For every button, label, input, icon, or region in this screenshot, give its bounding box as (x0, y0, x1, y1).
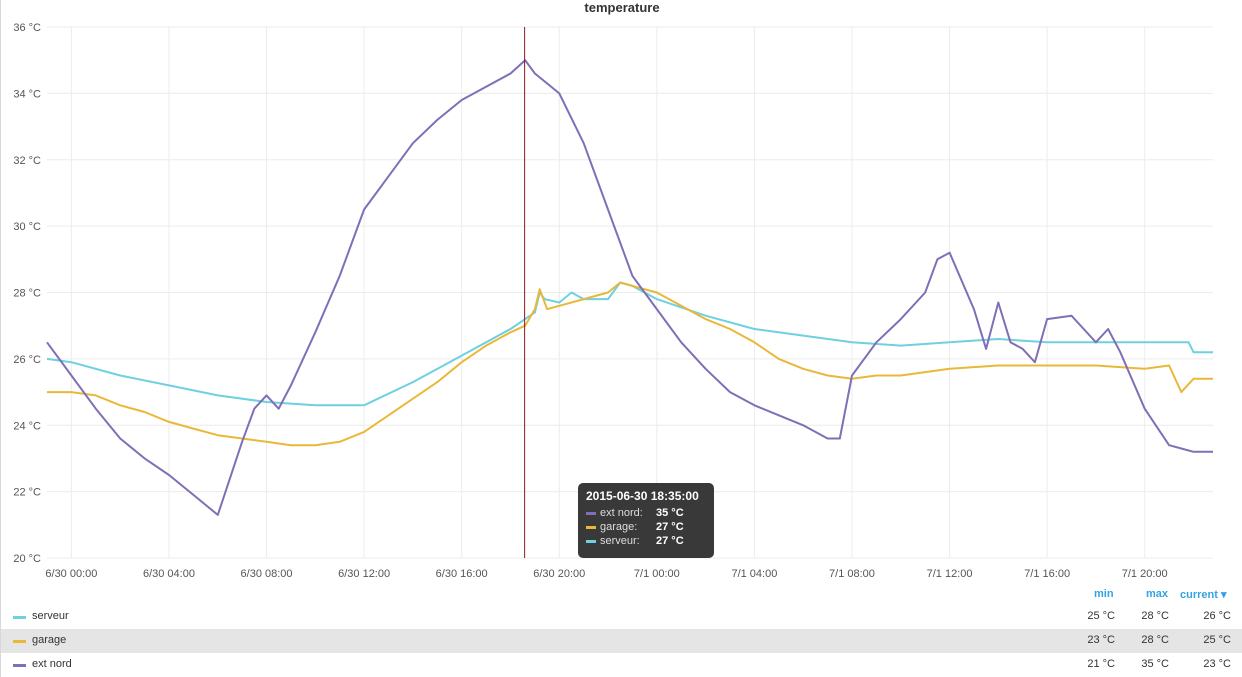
legend-min-value: 21 °C (1087, 658, 1115, 670)
tooltip-row: serveur: 27 °C (586, 534, 706, 548)
y-tick-label: 36 °C (13, 22, 41, 34)
hover-tooltip: 2015-06-30 18:35:00 ext nord: 35 °C gara… (578, 483, 714, 558)
x-tick-label: 7/1 00:00 (634, 568, 680, 580)
legend-min-value: 23 °C (1087, 634, 1115, 646)
series-line-garage (47, 281, 1213, 447)
legend-header-current[interactable]: current ▾ (1180, 589, 1227, 601)
series-swatch-icon (586, 525, 596, 529)
legend-max-value: 28 °C (1141, 610, 1169, 622)
legend-series-name[interactable]: serveur (32, 610, 69, 622)
legend-min-value: 25 °C (1087, 610, 1115, 622)
x-tick-label: 6/30 16:00 (436, 568, 488, 580)
y-tick-label: 32 °C (13, 155, 41, 167)
y-tick-label: 22 °C (13, 487, 41, 499)
temperature-chart[interactable]: 20 °C 22 °C 24 °C 26 °C 28 °C 30 °C 32 °C 34 °C… (1, 0, 1242, 590)
x-tick-label: 6/30 08:00 (241, 568, 293, 580)
legend-current-value: 25 °C (1203, 634, 1231, 646)
tooltip-series-value: 27 °C (656, 521, 684, 533)
legend-max-value: 35 °C (1141, 658, 1169, 670)
legend-header-max[interactable]: max (1146, 588, 1169, 600)
legend-current-value: 26 °C (1203, 610, 1231, 622)
panel-title[interactable]: temperature (584, 0, 660, 15)
tooltip-row: garage: 27 °C (586, 520, 706, 534)
legend-row-garage[interactable]: garage 23 °C 28 °C 25 °C (1, 629, 1242, 653)
y-tick-label: 26 °C (13, 354, 41, 366)
x-tick-label: 6/30 00:00 (45, 568, 97, 580)
y-tick-label: 24 °C (13, 420, 41, 432)
x-tick-label: 6/30 04:00 (143, 568, 195, 580)
y-tick-label: 20 °C (13, 553, 41, 565)
tooltip-series-value: 35 °C (656, 507, 684, 519)
tooltip-series-name: serveur: (600, 535, 640, 547)
legend-header-min[interactable]: min (1094, 588, 1114, 600)
series-swatch-icon[interactable] (13, 640, 26, 643)
x-tick-label: 7/1 16:00 (1024, 568, 1070, 580)
legend-current-value: 23 °C (1203, 658, 1231, 670)
legend-row-serveur[interactable]: serveur 25 °C 28 °C 26 °C (1, 605, 1242, 629)
tooltip-series-value: 27 °C (656, 535, 684, 547)
x-tick-label: 7/1 12:00 (927, 568, 973, 580)
series-swatch-icon[interactable] (13, 616, 26, 619)
legend-row-ext-nord[interactable]: ext nord 21 °C 35 °C 23 °C (1, 653, 1242, 677)
x-tick-label: 6/30 12:00 (338, 568, 390, 580)
tooltip-series-name: ext nord: (600, 507, 643, 519)
x-tick-label: 7/1 04:00 (731, 568, 777, 580)
series-line-serveur (46, 281, 1213, 407)
y-tick-label: 34 °C (13, 88, 41, 100)
x-tick-label: 6/30 20:00 (533, 568, 585, 580)
legend-series-name[interactable]: garage (32, 634, 67, 646)
legend-series-name[interactable]: ext nord (32, 658, 72, 670)
x-tick-label: 7/1 08:00 (829, 568, 875, 580)
x-tick-label: 7/1 20:00 (1122, 568, 1168, 580)
series-swatch-icon (586, 539, 596, 543)
series-swatch-icon (586, 511, 596, 515)
series-line-ext-nord (46, 59, 1213, 516)
y-tick-label: 28 °C (13, 288, 41, 300)
tooltip-time: 2015-06-30 18:35:00 (586, 489, 699, 503)
tooltip-row: ext nord: 35 °C (586, 506, 706, 520)
tooltip-series-name: garage: (600, 521, 638, 533)
series-swatch-icon[interactable] (13, 664, 26, 667)
y-tick-label: 30 °C (13, 221, 41, 233)
legend-max-value: 28 °C (1141, 634, 1169, 646)
